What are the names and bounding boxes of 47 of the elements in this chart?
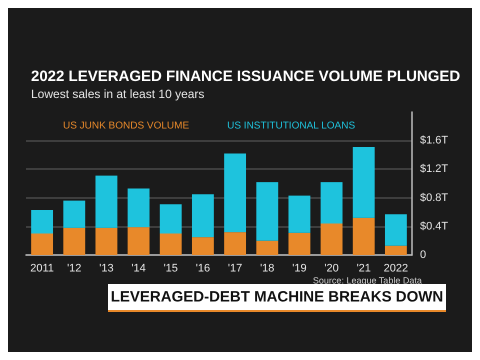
x-tick-label: '14 bbox=[131, 262, 146, 274]
bar bbox=[256, 240, 278, 255]
bar bbox=[320, 182, 343, 224]
bar bbox=[160, 234, 182, 255]
y-tick-label: $1.2T bbox=[420, 163, 448, 176]
bar bbox=[63, 200, 86, 228]
bar bbox=[288, 232, 310, 255]
x-tick-label: '19 bbox=[292, 262, 307, 274]
bar bbox=[31, 234, 54, 255]
y-tick-label: $0.8T bbox=[420, 192, 448, 204]
bar bbox=[224, 153, 246, 232]
bar bbox=[352, 218, 375, 255]
x-tick-label: '15 bbox=[164, 262, 178, 274]
series-label: US INSTITUTIONAL LOANS bbox=[227, 120, 356, 132]
bar bbox=[95, 228, 118, 255]
bar bbox=[256, 182, 278, 241]
x-tick-label: '12 bbox=[67, 262, 82, 274]
text: US JUNK BONDS VOLUME bbox=[63, 120, 190, 132]
y-tick-label: 0 bbox=[420, 249, 426, 261]
y-tick-label: $0.4T bbox=[420, 220, 448, 232]
bar bbox=[128, 227, 150, 255]
bar bbox=[320, 224, 343, 255]
chart-subtitle: Lowest sales in at least 10 years bbox=[31, 87, 204, 101]
bar bbox=[128, 188, 150, 228]
x-tick-label: '13 bbox=[99, 262, 114, 274]
bar bbox=[95, 176, 118, 228]
x-tick-label: '17 bbox=[228, 262, 242, 274]
bar bbox=[384, 214, 407, 246]
x-tick-label: 2022 bbox=[384, 262, 408, 274]
bar bbox=[160, 204, 182, 234]
bar bbox=[224, 232, 246, 255]
x-tick-label: '20 bbox=[324, 262, 339, 274]
bar bbox=[192, 194, 214, 238]
x-tick-label: '18 bbox=[260, 262, 274, 274]
bar bbox=[192, 237, 214, 255]
text: LEVERAGED-DEBT MACHINE BREAKS DOWN bbox=[110, 288, 444, 306]
source-note: Source: League Table Data bbox=[312, 276, 422, 286]
x-tick-label: '21 bbox=[356, 262, 371, 274]
chart-title: 2022 LEVERAGED FINANCE ISSUANCE VOLUME PLUNGED bbox=[31, 68, 460, 85]
bar bbox=[384, 246, 407, 255]
x-tick-label: '16 bbox=[196, 262, 210, 274]
bar bbox=[288, 196, 310, 233]
y-tick-label: $1.6T bbox=[420, 134, 448, 147]
bar bbox=[352, 147, 375, 218]
bar bbox=[63, 228, 86, 255]
x-tick-label: 2011 bbox=[30, 262, 54, 274]
bar bbox=[31, 210, 54, 234]
